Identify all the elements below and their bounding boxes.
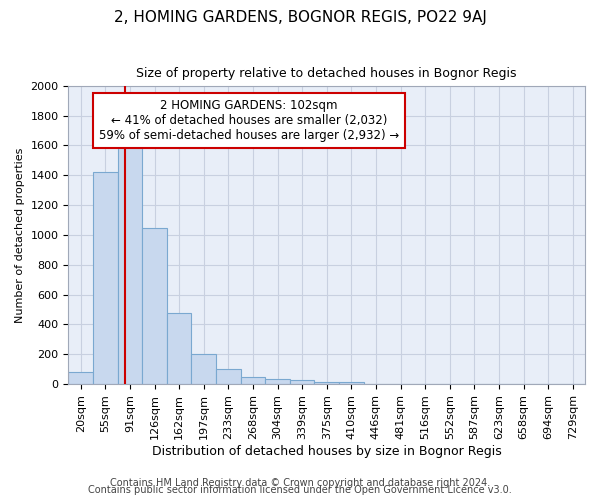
Y-axis label: Number of detached properties: Number of detached properties <box>15 148 25 322</box>
Bar <box>118 142 142 384</box>
Text: Contains HM Land Registry data © Crown copyright and database right 2024.: Contains HM Land Registry data © Crown c… <box>110 478 490 488</box>
Bar <box>142 228 167 384</box>
Bar <box>265 379 290 384</box>
Bar <box>191 354 216 384</box>
Bar <box>93 172 118 384</box>
Text: 2 HOMING GARDENS: 102sqm
← 41% of detached houses are smaller (2,032)
59% of sem: 2 HOMING GARDENS: 102sqm ← 41% of detach… <box>99 100 400 142</box>
Bar <box>339 382 364 384</box>
Bar <box>167 312 191 384</box>
Bar <box>241 378 265 384</box>
Bar <box>314 382 339 384</box>
Bar <box>216 369 241 384</box>
Bar <box>290 380 314 384</box>
X-axis label: Distribution of detached houses by size in Bognor Regis: Distribution of detached houses by size … <box>152 444 502 458</box>
Title: Size of property relative to detached houses in Bognor Regis: Size of property relative to detached ho… <box>136 68 517 80</box>
Bar <box>68 372 93 384</box>
Text: 2, HOMING GARDENS, BOGNOR REGIS, PO22 9AJ: 2, HOMING GARDENS, BOGNOR REGIS, PO22 9A… <box>113 10 487 25</box>
Text: Contains public sector information licensed under the Open Government Licence v3: Contains public sector information licen… <box>88 485 512 495</box>
